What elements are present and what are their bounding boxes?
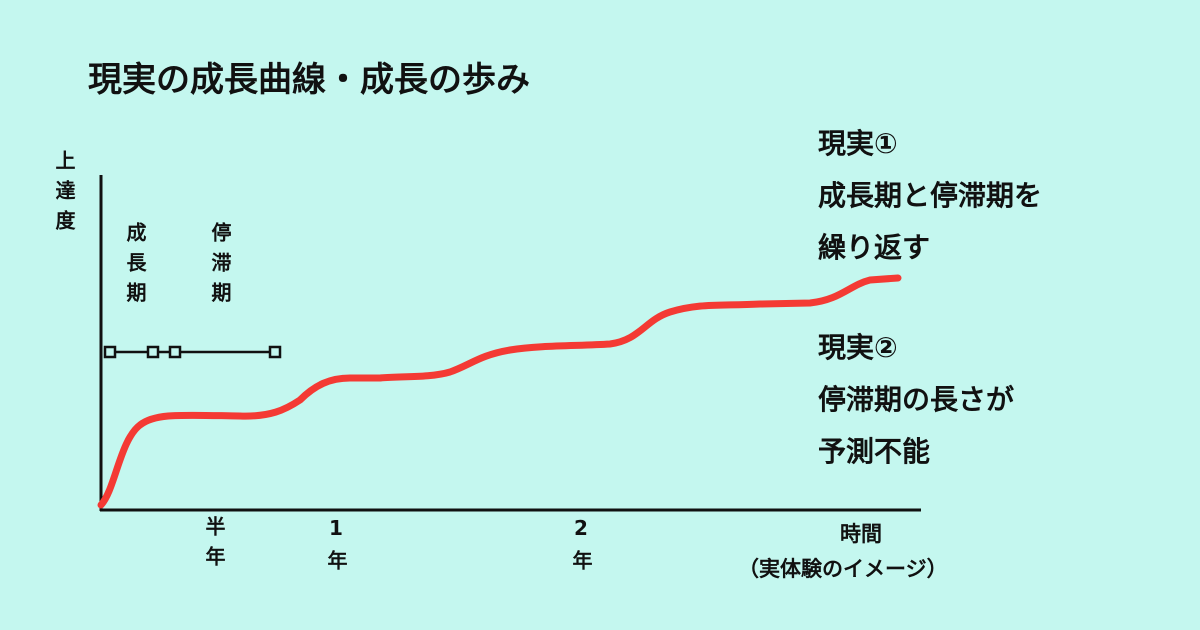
x-label: 半年 [202, 516, 226, 576]
period-bar [103, 345, 282, 359]
x-label: 1年 [324, 516, 348, 580]
x-axis-note: （実体験のイメージ） [738, 557, 948, 581]
note-line: 予測不能 [818, 435, 931, 468]
y-axis-label: 上達度 [52, 150, 76, 240]
x-axis-label: 時間 [840, 522, 882, 546]
title: 現実の成長曲線・成長の歩み [88, 60, 530, 100]
x-label: 2年 [569, 516, 593, 580]
note-line: 現実② [818, 331, 898, 364]
note-line: 繰り返す [818, 231, 931, 264]
note-line: 現実① [818, 127, 898, 160]
note-line: 成長期と停滞期を [818, 179, 1043, 212]
phase-label: 成長期 [123, 222, 147, 312]
note: 現実② 停滞期の長さが 予測不能 [818, 322, 1014, 478]
note: 現実① 成長期と停滞期を 繰り返す [818, 118, 1042, 274]
note-line: 停滞期の長さが [818, 383, 1015, 416]
growth-curve [97, 274, 902, 509]
phase-label: 停滞期 [208, 222, 232, 312]
